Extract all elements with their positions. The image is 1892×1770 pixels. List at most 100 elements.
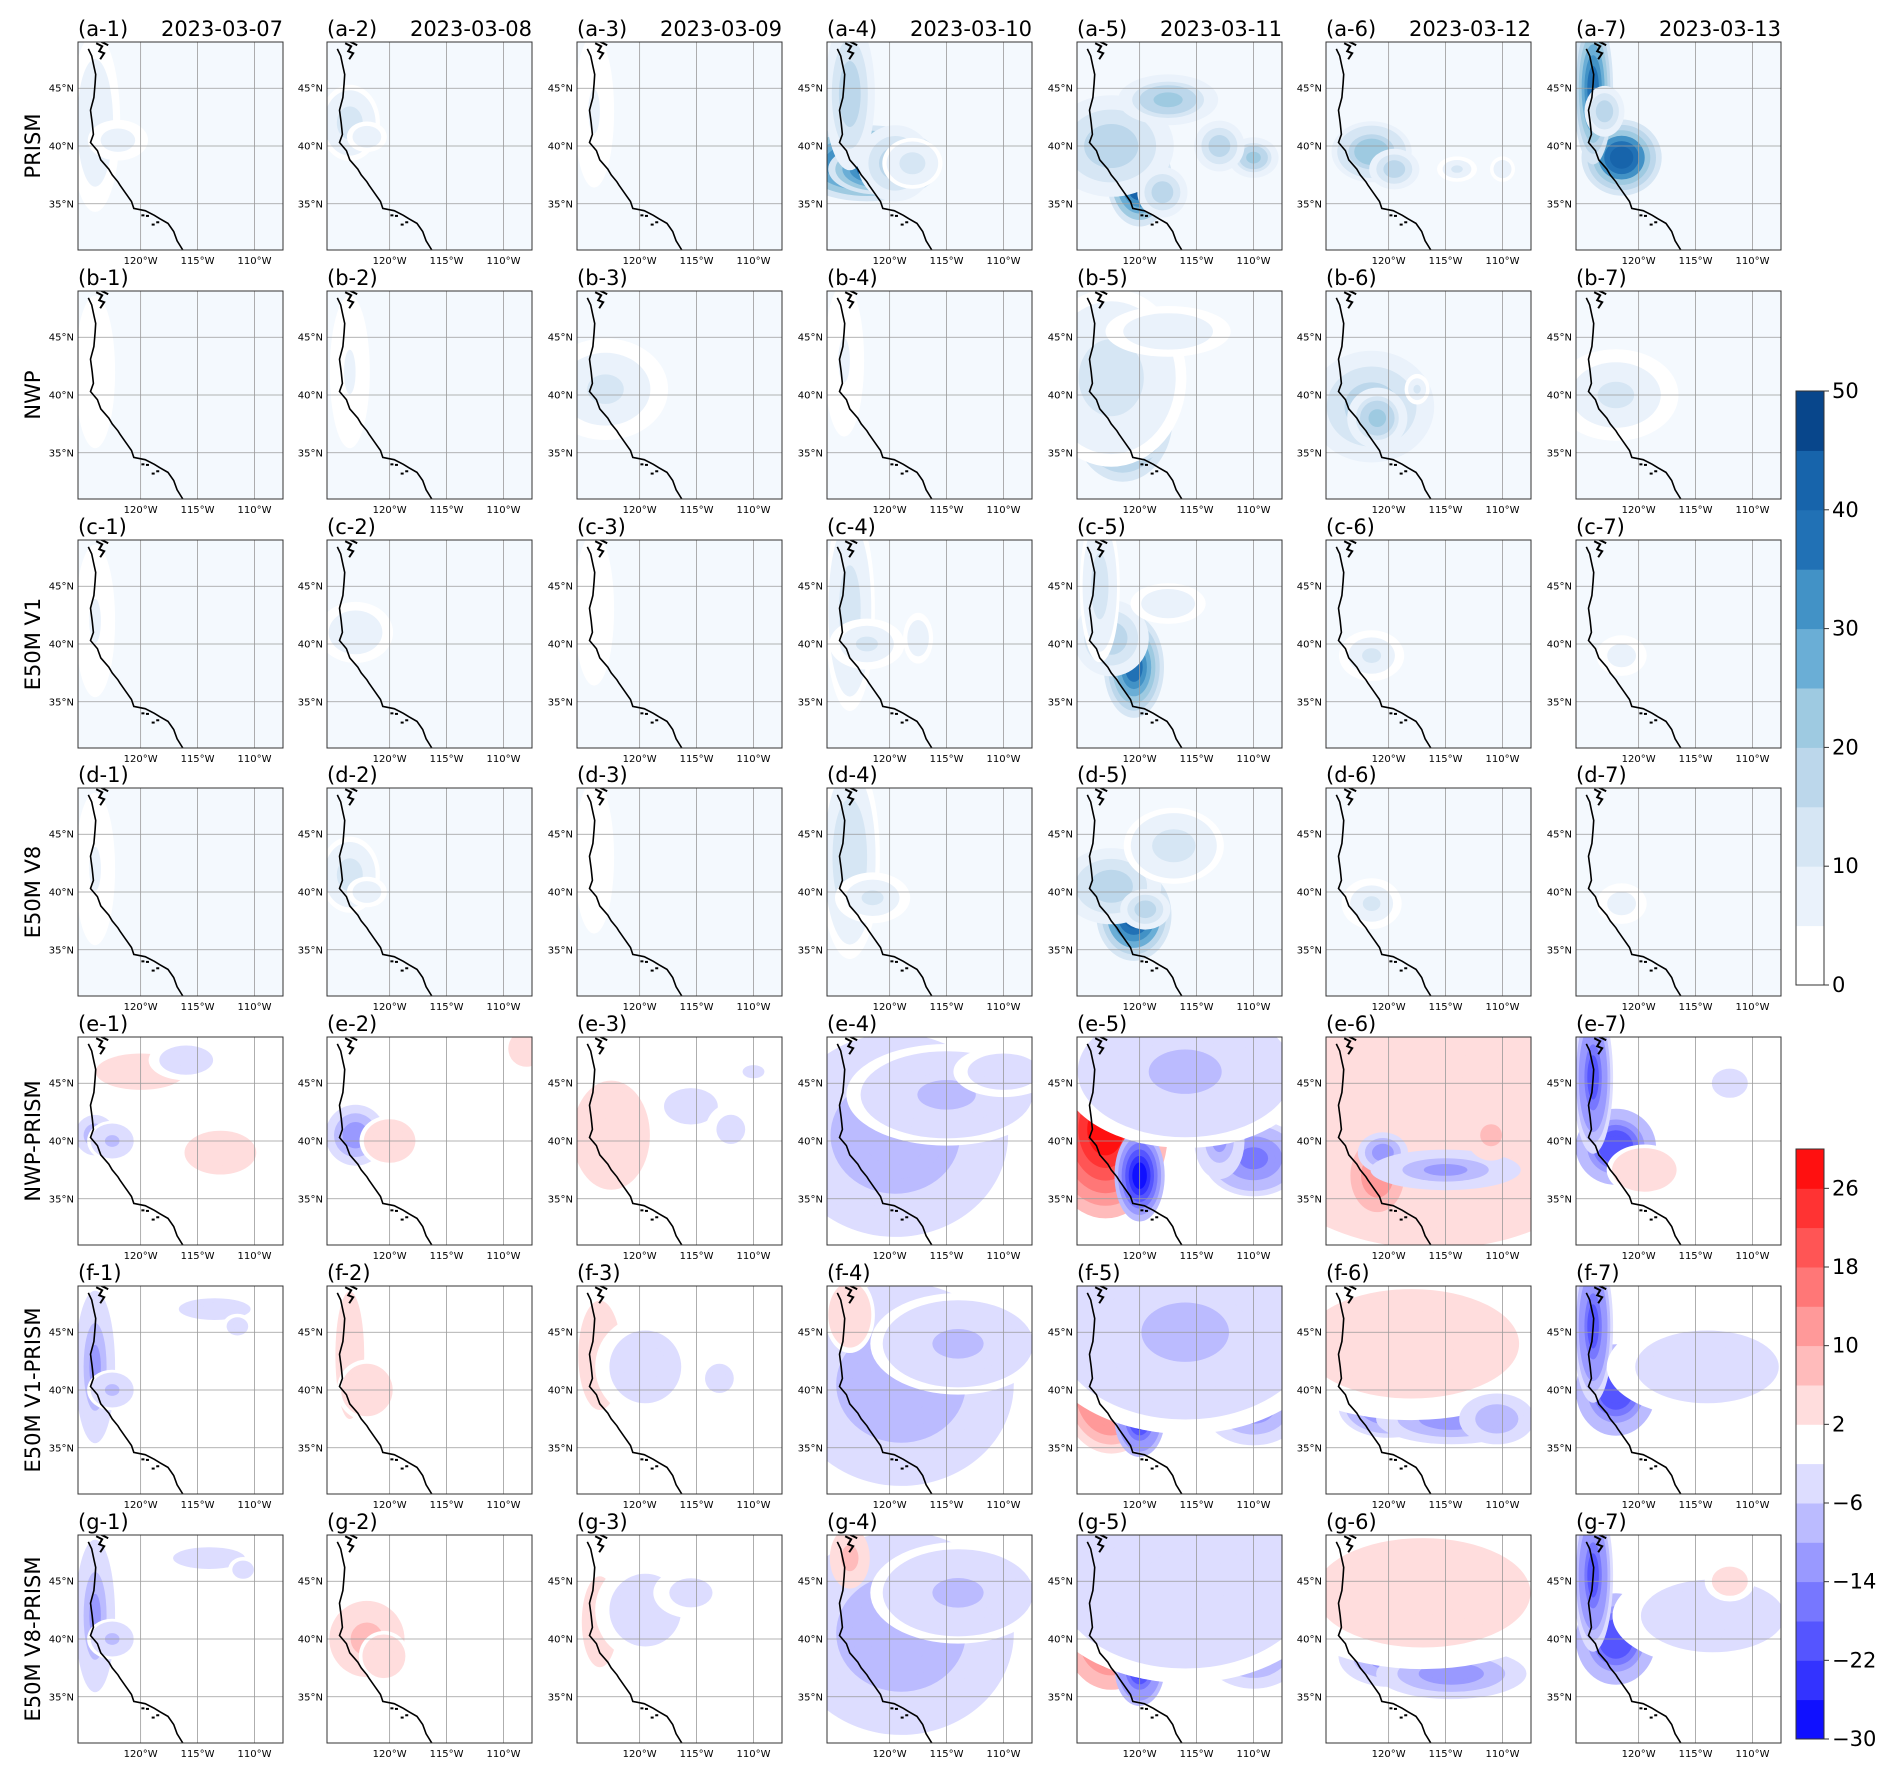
lat-tick-label: 40°N	[298, 1137, 323, 1148]
island-outline	[644, 214, 648, 217]
island-outline	[145, 214, 149, 217]
panel-label: (c-3)	[577, 515, 626, 539]
lon-tick-label: 115°W	[1180, 1002, 1214, 1013]
lon-tick-label: 110°W	[1237, 1251, 1271, 1262]
island-outline	[1654, 967, 1658, 970]
island-outline	[141, 1707, 145, 1710]
panel-label: (b-4)	[827, 266, 878, 290]
island-outline	[1593, 42, 1607, 60]
map-area	[827, 788, 1032, 996]
island-outline	[890, 1458, 894, 1461]
panel-frame	[1076, 290, 1283, 500]
island-outline	[400, 472, 404, 475]
lat-tick-label: 35°N	[798, 697, 823, 708]
island-outline	[141, 960, 145, 963]
island-outline	[650, 1716, 654, 1719]
island-outline	[405, 967, 409, 970]
lon-tick-label: 115°W	[1429, 1749, 1463, 1760]
lat-tick-label: 45°N	[798, 582, 823, 593]
island-outline	[394, 960, 398, 963]
lat-tick-label: 40°N	[1297, 1635, 1322, 1646]
lat-tick-label: 45°N	[49, 830, 74, 841]
island-outline	[1393, 463, 1397, 466]
panel-label: (d-6)	[1326, 763, 1377, 787]
lat-tick-label: 45°N	[798, 1577, 823, 1588]
island-outline	[394, 1458, 398, 1461]
lon-tick-label: 110°W	[1237, 1002, 1271, 1013]
island-outline	[1404, 967, 1408, 970]
lat-tick-label: 35°N	[1297, 199, 1322, 210]
field-contour	[376, 1648, 392, 1664]
lon-tick-label: 120°W	[373, 505, 407, 516]
island-outline	[145, 712, 149, 715]
date-label: 2023-03-07	[161, 17, 283, 41]
panel-label: (d-1)	[78, 763, 129, 787]
lon-tick-label: 115°W	[430, 1002, 464, 1013]
coastline	[1335, 48, 1432, 250]
lat-tick-label: 35°N	[49, 1443, 74, 1454]
field-contour	[89, 598, 101, 644]
map-panel: (f-3) 120°W 115°W 110°W 45°N 40°N 35°N	[548, 1261, 783, 1511]
island-outline	[1404, 1714, 1408, 1717]
lat-tick-label: 35°N	[49, 697, 74, 708]
lon-tick-label: 110°W	[1736, 1002, 1770, 1013]
lon-tick-label: 110°W	[987, 505, 1021, 516]
island-outline	[905, 967, 909, 970]
field-contour	[1429, 1666, 1474, 1682]
coastline	[836, 48, 933, 250]
lon-tick-label: 115°W	[181, 1749, 215, 1760]
coastline	[1585, 1292, 1682, 1494]
panel-frame	[1325, 1285, 1532, 1495]
island-outline	[1399, 1467, 1403, 1470]
island-outline	[1593, 1535, 1607, 1553]
island-outline	[644, 1707, 648, 1710]
island-outline	[890, 1209, 894, 1212]
lon-tick-label: 120°W	[373, 1500, 407, 1511]
lat-tick-label: 45°N	[1297, 1328, 1322, 1339]
lat-tick-label: 45°N	[1048, 1577, 1073, 1588]
lat-tick-label: 35°N	[1048, 945, 1073, 956]
map-area	[1326, 1286, 1531, 1494]
colorbar-segment	[1796, 1385, 1824, 1425]
colorbar-segment	[1796, 1267, 1824, 1307]
panel-frame	[77, 539, 284, 749]
map-panel: (a-6) 2023-03-12 120°W 115°W 110°W 45°N 40°N 35…	[1297, 17, 1532, 267]
lon-tick-label: 120°W	[1622, 1251, 1656, 1262]
map-area	[1576, 788, 1781, 996]
colorbar-segment	[1796, 1463, 1824, 1504]
lon-tick-label: 110°W	[1486, 256, 1520, 267]
island-outline	[95, 1535, 109, 1553]
coastline	[87, 794, 184, 996]
island-outline	[405, 221, 409, 224]
island-outline	[405, 1465, 409, 1468]
lat-tick-label: 40°N	[1048, 640, 1073, 651]
lat-tick-label: 40°N	[298, 888, 323, 899]
island-outline	[894, 1209, 898, 1212]
lat-tick-label: 35°N	[298, 1692, 323, 1703]
lat-tick-label: 40°N	[1297, 640, 1322, 651]
island-outline	[405, 1714, 409, 1717]
island-outline	[394, 463, 398, 466]
map-area	[327, 1286, 532, 1494]
map-area	[827, 291, 1032, 499]
panel-frame	[576, 290, 783, 500]
field-contour	[1614, 897, 1629, 910]
island-outline	[1593, 788, 1607, 806]
lon-tick-label: 115°W	[680, 505, 714, 516]
island-outline	[640, 712, 644, 715]
island-outline	[1399, 472, 1403, 475]
field-contour	[1149, 324, 1187, 339]
panel-label: (g-6)	[1326, 1510, 1377, 1534]
map-panel: (d-6) 120°W 115°W 110°W 45°N 40°N 35°N	[1297, 763, 1532, 1013]
lon-tick-label: 110°W	[1736, 1500, 1770, 1511]
island-outline	[1094, 1286, 1108, 1304]
lon-tick-label: 110°W	[238, 256, 272, 267]
lat-tick-label: 40°N	[298, 1635, 323, 1646]
panel-label: (g-7)	[1576, 1510, 1627, 1534]
panel-frame	[1575, 539, 1782, 749]
lon-tick-label: 120°W	[124, 1749, 158, 1760]
field-contour	[1633, 1162, 1656, 1178]
island-outline	[655, 719, 659, 722]
island-outline	[405, 719, 409, 722]
map-panel: (a-1) 2023-03-07 120°W 115°W 110°W 45°N 40°N 35…	[49, 17, 284, 267]
